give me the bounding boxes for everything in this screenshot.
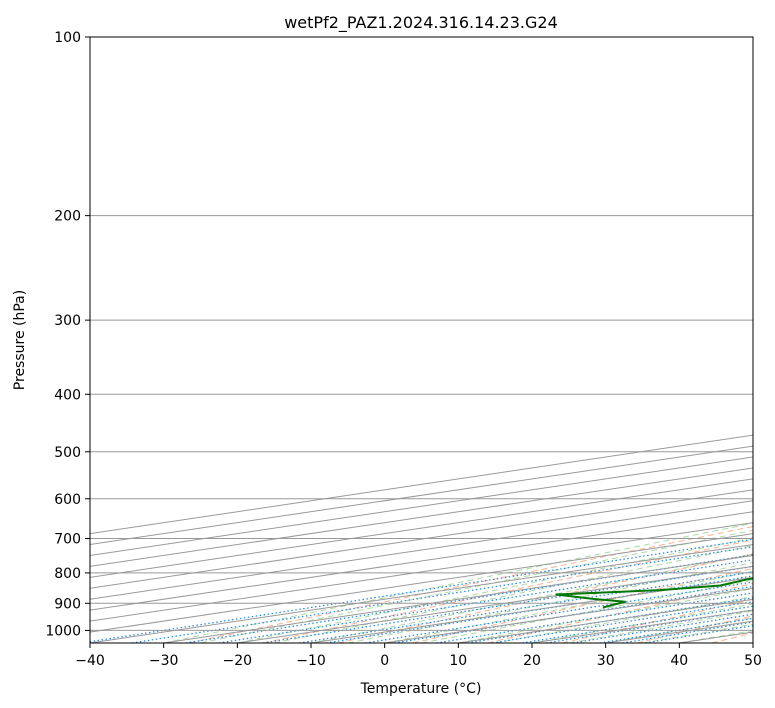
x-tick-label: 20 [523, 653, 541, 669]
x-tick-label: −30 [149, 653, 179, 669]
y-axis: 100 200 300 400 500 600 700 800 900 1000 [45, 30, 90, 639]
chart-title: wetPf2_PAZ1.2024.316.14.23.G24 [284, 13, 558, 33]
x-tick-label: −40 [75, 653, 105, 669]
mixing-ratio-line [365, 581, 753, 643]
x-tick-label: 10 [449, 653, 467, 669]
y-tick-label: 400 [54, 387, 81, 403]
y-tick-label: 700 [54, 532, 81, 548]
dry-adiabat-line [487, 583, 753, 643]
isotherm-line [90, 489, 753, 589]
x-tick-label: 50 [744, 653, 762, 669]
y-axis-title: Pressure (hPa) [12, 290, 28, 390]
pressure-gridlines [90, 37, 753, 631]
y-tick-label: 1000 [45, 623, 81, 639]
y-tick-label: 300 [54, 313, 81, 329]
dry-adiabat-line [412, 567, 753, 643]
isotherms [90, 434, 753, 643]
x-tick-label: −20 [223, 653, 253, 669]
x-axis-title: Temperature (°C) [360, 681, 482, 697]
dry-adiabats [188, 526, 753, 643]
plot-area [90, 37, 753, 643]
isotherm-line [90, 445, 753, 546]
isotherm-line [90, 456, 753, 556]
mixing-ratio-line [436, 592, 753, 643]
x-axis: −40 −30 −20 −10 0 10 20 30 40 50 [75, 643, 762, 669]
moist-adiabat-line [163, 522, 753, 643]
isotherm-line [90, 522, 753, 622]
mixing-ratio-line [131, 546, 753, 643]
y-tick-label: 600 [54, 492, 81, 508]
y-tick-label: 900 [54, 596, 81, 612]
moist-adiabat-line [384, 570, 753, 643]
isotherm-line [90, 467, 753, 567]
isotherm-line [90, 511, 753, 611]
isotherm-line [90, 478, 753, 578]
plot-frame [89, 36, 754, 644]
x-tick-label: 30 [597, 653, 615, 669]
y-tick-label: 500 [54, 445, 81, 461]
y-tick-label: 200 [54, 209, 81, 225]
x-tick-label: −10 [296, 653, 326, 669]
y-tick-label: 100 [54, 30, 81, 46]
isotherm-line [90, 533, 753, 633]
y-tick-label: 800 [54, 566, 81, 582]
dry-adiabat-line [188, 526, 753, 643]
moist-adiabat-line [458, 588, 753, 643]
dry-adiabat-line [263, 539, 753, 643]
moist-adiabat-line [421, 579, 753, 643]
x-tick-label: 40 [670, 653, 688, 669]
moist-adiabat-line [274, 545, 753, 643]
isotherm-line [90, 500, 753, 600]
x-tick-label: 0 [380, 653, 389, 669]
